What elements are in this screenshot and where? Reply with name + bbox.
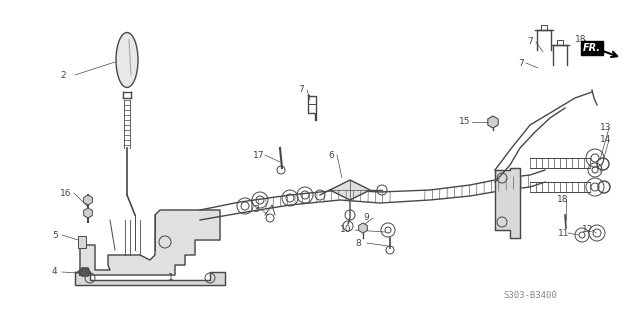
Text: 14: 14 xyxy=(600,136,611,145)
Polygon shape xyxy=(495,168,520,238)
Text: 1: 1 xyxy=(168,273,173,283)
Text: 10: 10 xyxy=(340,226,351,234)
Text: 17: 17 xyxy=(253,151,264,160)
Text: 18: 18 xyxy=(575,35,586,44)
Ellipse shape xyxy=(116,33,138,87)
Polygon shape xyxy=(75,272,225,285)
Polygon shape xyxy=(78,268,90,276)
Text: 11: 11 xyxy=(558,228,570,238)
Polygon shape xyxy=(330,180,370,200)
Text: 3: 3 xyxy=(253,205,259,214)
Text: 6: 6 xyxy=(328,151,333,160)
Text: 16: 16 xyxy=(60,189,72,197)
Text: 8: 8 xyxy=(355,239,361,248)
Polygon shape xyxy=(80,210,220,275)
Text: 13: 13 xyxy=(600,123,611,132)
Text: FR.: FR. xyxy=(583,43,601,53)
Text: S303-B3400: S303-B3400 xyxy=(503,291,557,300)
Text: 15: 15 xyxy=(459,117,470,127)
FancyArrowPatch shape xyxy=(603,51,617,57)
FancyBboxPatch shape xyxy=(78,236,86,248)
Text: 12: 12 xyxy=(582,226,593,234)
Text: 4: 4 xyxy=(52,268,58,277)
Text: 7: 7 xyxy=(518,58,524,68)
Text: 18: 18 xyxy=(557,196,568,204)
Text: 9: 9 xyxy=(363,213,369,222)
Text: 7: 7 xyxy=(527,38,532,47)
Text: 2: 2 xyxy=(60,70,66,79)
Text: 5: 5 xyxy=(52,231,58,240)
Text: 7: 7 xyxy=(298,85,304,94)
